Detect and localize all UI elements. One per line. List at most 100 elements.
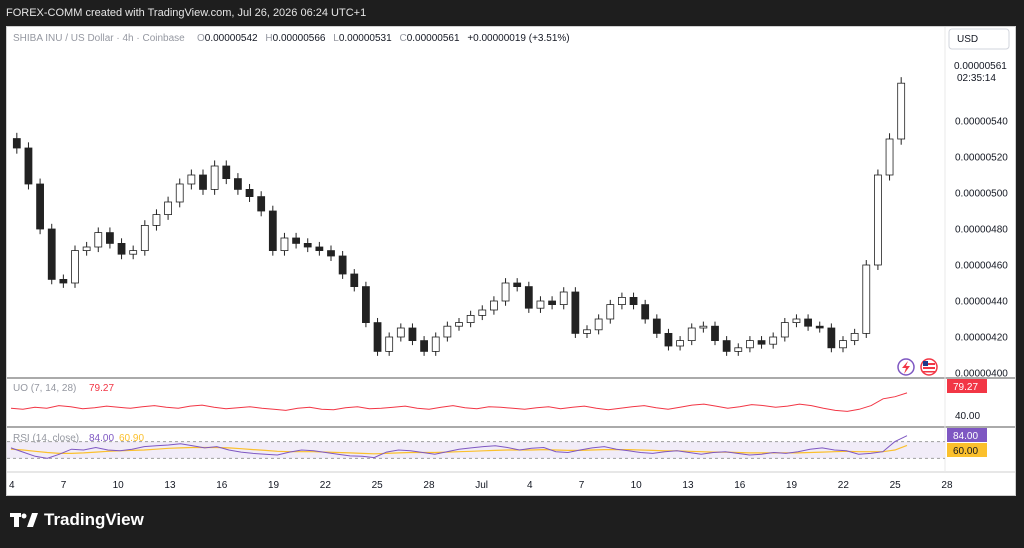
rsi-ma-badge: 60.00 [953,446,978,457]
candle-body [82,246,91,251]
candle-body [199,174,207,190]
tradingview-logo[interactable]: TradingView [10,510,144,530]
ohlc-readout: O0.00000542 H0.00000566 L0.00000531 C0.0… [197,33,570,44]
time-tick: 10 [113,480,125,491]
price-chart[interactable]: SHIBA INU / US Dollar · 4h · Coinbase O0… [7,27,1015,495]
high-value: 0.00000566 [273,33,326,44]
currency-button-bg[interactable] [948,28,1010,50]
candle-body [175,183,184,203]
candle-body [722,340,731,352]
candle-body [490,300,498,311]
time-tick: 22 [838,480,850,491]
candle-body [408,327,417,342]
candle-body [815,325,824,329]
candle-body [780,322,789,338]
candle-body [117,242,126,255]
candlestick-series [12,77,906,356]
price-tick: 0.00000480 [955,225,1008,236]
candle-body [559,291,568,305]
candle-body [618,296,626,305]
candle-body [36,183,44,230]
candle-body [548,300,556,305]
candle-body [455,322,463,327]
time-tick: 7 [579,480,585,491]
high-label: H [265,33,272,44]
time-tick: 28 [423,480,435,491]
candle-body [827,327,836,349]
time-tick: 10 [631,480,643,491]
time-tick: 19 [786,480,798,491]
time-tick: 4 [527,480,533,491]
uo-line [10,392,908,412]
candle-body [466,314,475,323]
candle-body [792,318,801,323]
price-tick: 0.00000460 [955,261,1008,272]
attribution-text: FOREX-COMM created with TradingView.com,… [6,7,367,19]
candle-body [524,286,533,309]
price-tick: 0.00000400 [955,369,1008,380]
candle-body [71,250,79,284]
candle-body [396,327,405,338]
candle-body [187,174,196,185]
footer: TradingView [0,496,1024,548]
time-tick: 16 [216,480,228,491]
currency-button[interactable]: USD [957,34,978,45]
rsi-value: 84.00 [89,433,114,444]
candle-body [513,282,522,287]
candle-body [571,291,580,334]
candle-body [897,82,906,140]
price-axis: 0.00000540 0.00000520 0.00000500 0.00000… [955,117,1008,380]
time-tick: 28 [941,480,953,491]
candle-body [536,300,545,309]
candle-body [59,278,68,284]
low-value: 0.00000531 [339,33,392,44]
uo-axis-badge-bg [947,379,987,393]
price-tick: 0.00000420 [955,333,1008,344]
time-tick: 25 [890,480,902,491]
candle-body [687,327,696,342]
brand-name: TradingView [44,510,144,529]
time-tick: 4 [9,480,15,491]
candle-body [769,336,778,345]
lightning-icon[interactable] [897,358,915,376]
candle-body [757,340,766,345]
candle-body [338,255,347,275]
time-tick: 16 [734,480,746,491]
uo-axis-badge: 79.27 [953,382,978,393]
time-tick: 19 [268,480,280,491]
candle-body [245,188,254,197]
candle-body [373,322,382,352]
candle-body [874,174,882,266]
time-tick: 13 [164,480,176,491]
uo-axis-tick: 40.00 [955,411,980,422]
candle-body [315,246,324,251]
candle-body [629,296,638,305]
symbol-title: SHIBA INU / US Dollar · 4h · Coinbase [13,33,185,44]
candle-body [280,237,289,251]
rsi-line [10,435,908,459]
candle-body [257,196,266,212]
candle-body [664,332,673,347]
rsi-ma-value: 60.90 [119,433,144,444]
countdown-label: 02:35:14 [957,73,996,84]
rsi-ma-line [10,444,908,455]
candle-body [106,232,114,244]
candle-body [746,340,754,349]
candle-body [12,138,21,149]
chart-frame: SHIBA INU / US Dollar · 4h · Coinbase O0… [6,26,1016,496]
candle-body [47,228,56,280]
time-tick: 7 [61,480,67,491]
candle-body [594,318,603,331]
candle-body [676,340,684,347]
candle-body [362,286,370,324]
candle-body [268,210,277,251]
candle-body [292,237,300,244]
change-value: +0.00000019 (+3.51%) [467,33,569,44]
price-tick: 0.00000520 [955,153,1008,164]
candle-body [641,304,650,320]
candle-body [734,347,743,352]
last-price-label: 0.00000561 [954,61,1007,72]
candle-body [152,214,161,226]
rsi-band [7,441,945,459]
us-flag-icon[interactable] [920,358,938,376]
